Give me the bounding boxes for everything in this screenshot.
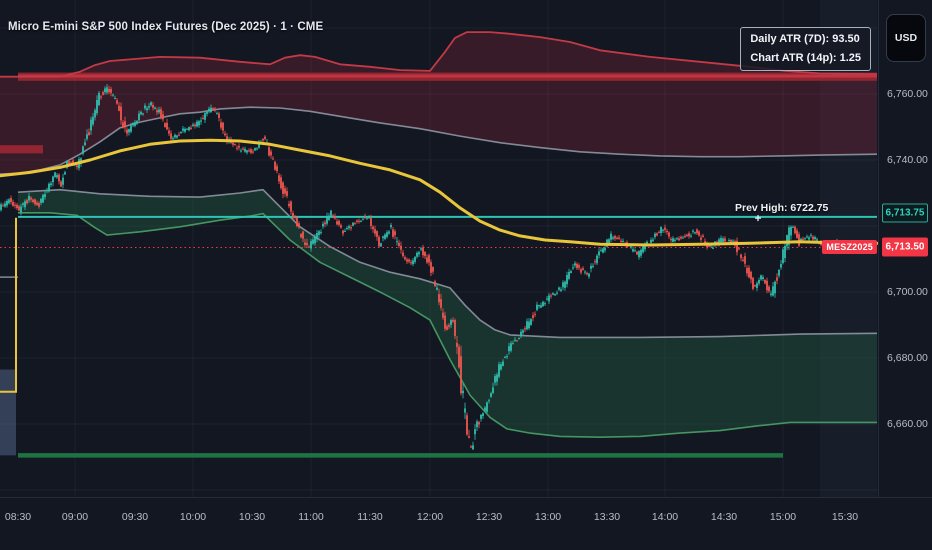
price-axis-panel[interactable]: 6,760.00 6,740.00 6,700.00 6,680.00 6,660.00… [878, 0, 932, 497]
time-axis-label: 10:00 [179, 511, 207, 523]
countdown-price-tag: 6,713.75 [882, 203, 928, 223]
price-axis-label: 6,760.00 [887, 88, 928, 100]
price-axis-label: 6,660.00 [887, 418, 928, 430]
time-axis-label: 11:30 [357, 511, 383, 523]
prev-high-annotation: Prev High: 6722.75 [735, 202, 829, 214]
price-axis-label: 6,700.00 [887, 286, 928, 298]
time-axis-label: 14:30 [710, 511, 738, 523]
time-axis-label: 15:00 [769, 511, 797, 523]
time-axis-label: 11:00 [298, 511, 324, 523]
time-axis-label: 13:30 [593, 511, 621, 523]
chart-plot-svg [0, 0, 878, 497]
time-axis-label: 09:00 [61, 511, 89, 523]
time-axis-label: 15:30 [831, 511, 859, 523]
time-axis-label: 13:00 [534, 511, 562, 523]
symbol-price-tag: MESZ2025 [822, 240, 877, 254]
price-axis-label: 6,680.00 [887, 352, 928, 364]
time-axis-label: 09:30 [121, 511, 149, 523]
time-axis-label: 12:30 [475, 511, 503, 523]
currency-toggle-button[interactable]: USD [886, 14, 926, 62]
symbol-legend-title[interactable]: Micro E-mini S&P 500 Index Futures (Dec … [8, 21, 324, 33]
price-axis-label: 6,740.00 [887, 154, 928, 166]
time-axis-label: 14:00 [651, 511, 679, 523]
time-axis-label: 12:00 [416, 511, 444, 523]
chart-canvas[interactable] [0, 0, 878, 497]
time-axis-panel[interactable]: 08:30 09:00 09:30 10:00 10:30 11:00 11:30 12:00… [0, 497, 932, 550]
last-price-tag: 6,713.50 [882, 237, 928, 257]
time-axis-label: 10:30 [238, 511, 266, 523]
time-axis-label: 08:30 [4, 511, 32, 523]
daily-atr-value: Daily ATR (7D): 93.50 [750, 33, 860, 45]
chart-atr-value: Chart ATR (14p): 1.25 [750, 52, 861, 64]
atr-indicator-panel: Daily ATR (7D): 93.50 Chart ATR (14p): 1… [740, 27, 871, 71]
